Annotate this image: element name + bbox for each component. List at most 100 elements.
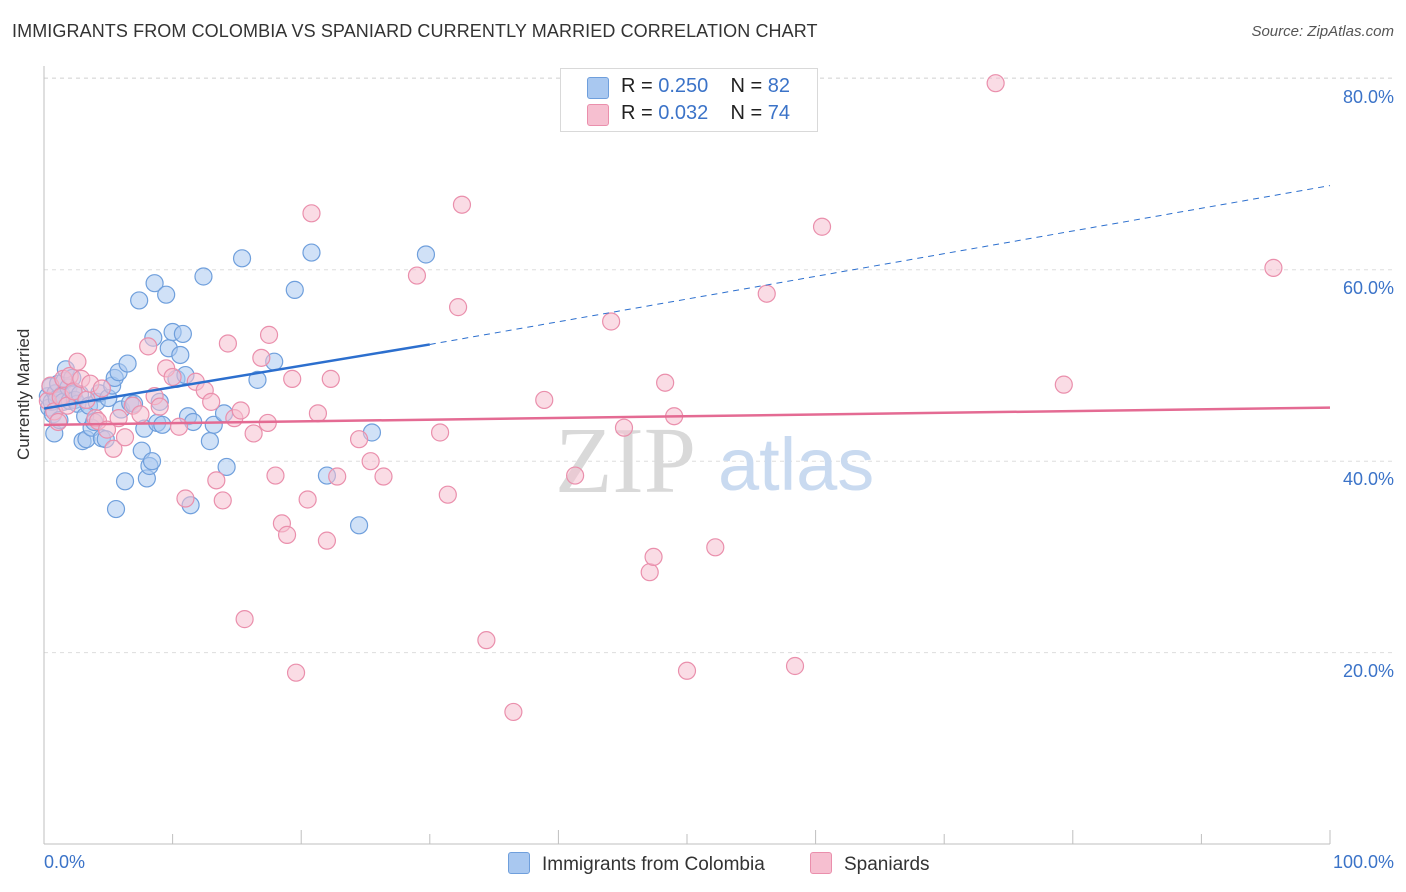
- legend-swatch-blue: [508, 852, 530, 874]
- r-label: R =: [621, 102, 659, 124]
- data-point-spaniards: [349, 430, 369, 449]
- data-point-spaniards: [109, 409, 128, 428]
- data-point-colombia: [285, 280, 304, 299]
- data-point-spaniards: [328, 467, 347, 486]
- data-point-spaniards: [644, 547, 663, 567]
- series-spaniards-points: [38, 74, 1283, 722]
- grid-lines: [44, 77, 1392, 654]
- trendline-colombia-extension: [429, 185, 1331, 345]
- data-point-spaniards: [602, 312, 621, 331]
- data-point-spaniards: [104, 439, 123, 458]
- data-point-spaniards: [139, 337, 158, 356]
- x-tick-label: 0.0%: [44, 852, 86, 872]
- data-point-spaniards: [231, 401, 250, 420]
- axes: [43, 66, 1331, 845]
- data-point-spaniards: [317, 531, 337, 550]
- data-point-spaniards: [438, 485, 457, 504]
- data-point-spaniards: [308, 404, 328, 423]
- chart-title: IMMIGRANTS FROM COLOMBIA VS SPANIARD CUR…: [12, 21, 818, 41]
- data-point-spaniards: [68, 352, 87, 371]
- data-point-spaniards: [374, 467, 393, 486]
- data-point-spaniards: [207, 471, 226, 490]
- trendline-spaniards: [43, 406, 1331, 427]
- n-label: N =: [730, 75, 768, 97]
- legend-swatch-pink: [587, 104, 609, 126]
- data-point-spaniards: [163, 367, 182, 387]
- data-point-spaniards: [1054, 375, 1073, 394]
- data-point-spaniards: [169, 417, 189, 436]
- data-point-spaniards: [202, 392, 221, 411]
- n-value: 82: [767, 75, 791, 97]
- data-point-spaniards: [218, 334, 237, 353]
- data-point-colombia: [349, 516, 369, 535]
- data-point-colombia: [153, 415, 172, 434]
- data-point-colombia: [217, 457, 236, 477]
- r-label: R =: [621, 75, 659, 97]
- data-point-spaniards: [252, 348, 271, 367]
- data-point-colombia: [171, 345, 190, 365]
- trendline-colombia: [43, 343, 431, 410]
- data-point-spaniards: [286, 663, 306, 682]
- data-point-spaniards: [244, 424, 263, 443]
- data-point-colombia: [416, 245, 436, 264]
- data-point-spaniards: [407, 266, 427, 285]
- data-point-spaniards: [785, 656, 805, 676]
- data-point-colombia: [302, 243, 321, 262]
- data-point-spaniards: [150, 397, 169, 416]
- data-point-spaniards: [640, 563, 659, 582]
- data-point-colombia: [130, 291, 149, 310]
- watermark-atlas: atlas: [718, 423, 874, 506]
- data-point-colombia: [232, 249, 252, 268]
- y-axis-label: Currently Married: [14, 328, 33, 460]
- data-point-spaniards: [812, 217, 832, 236]
- data-point-spaniards: [283, 369, 302, 388]
- data-point-colombia: [204, 415, 223, 434]
- data-point-colombia: [106, 499, 126, 519]
- data-point-spaniards: [115, 428, 135, 447]
- data-point-spaniards: [448, 298, 468, 317]
- data-point-spaniards: [566, 466, 585, 485]
- data-point-spaniards: [504, 702, 523, 722]
- data-point-spaniards: [213, 491, 232, 510]
- legend-item-colombia[interactable]: Immigrants from Colombia: [508, 852, 765, 876]
- data-point-spaniards: [321, 369, 340, 388]
- data-point-colombia: [157, 285, 176, 304]
- data-point-spaniards: [477, 631, 496, 650]
- data-point-spaniards: [535, 390, 554, 410]
- data-point-colombia: [142, 452, 162, 471]
- data-point-colombia: [118, 354, 137, 373]
- data-point-spaniards: [614, 418, 634, 437]
- y-tick-label: 40.0%: [1342, 469, 1394, 489]
- n-value: 74: [767, 102, 791, 124]
- data-point-spaniards: [266, 466, 285, 485]
- y-tick-label: 60.0%: [1342, 278, 1394, 298]
- data-point-colombia: [248, 370, 267, 389]
- legend-label: Spaniards: [844, 854, 930, 875]
- legend-label: Immigrants from Colombia: [542, 854, 765, 875]
- legend-swatch-pink: [810, 852, 832, 874]
- data-point-spaniards: [277, 525, 297, 544]
- data-point-spaniards: [706, 538, 725, 557]
- y-tick-label: 20.0%: [1342, 661, 1394, 681]
- data-point-spaniards: [986, 74, 1005, 93]
- data-point-spaniards: [302, 204, 321, 223]
- data-point-spaniards: [176, 489, 195, 508]
- r-value: 0.032: [658, 102, 709, 124]
- data-point-spaniards: [259, 325, 279, 344]
- y-tick-label: 80.0%: [1342, 87, 1394, 107]
- data-point-spaniards: [656, 373, 675, 392]
- data-point-spaniards: [1264, 258, 1283, 277]
- watermark: ZIP atlas: [555, 409, 874, 513]
- data-point-spaniards: [677, 661, 697, 680]
- data-point-colombia: [115, 472, 135, 491]
- data-point-spaniards: [452, 195, 472, 214]
- data-point-colombia: [200, 432, 219, 451]
- stats-legend: R = 0.250 N = 82 R = 0.032 N = 74: [560, 68, 818, 132]
- legend-item-spaniards[interactable]: Spaniards: [810, 852, 930, 876]
- data-point-colombia: [194, 267, 213, 286]
- data-point-spaniards: [361, 452, 380, 471]
- data-point-colombia: [173, 324, 192, 344]
- r-value: 0.250: [658, 75, 709, 97]
- n-label: N =: [730, 102, 768, 124]
- data-point-spaniards: [757, 284, 776, 303]
